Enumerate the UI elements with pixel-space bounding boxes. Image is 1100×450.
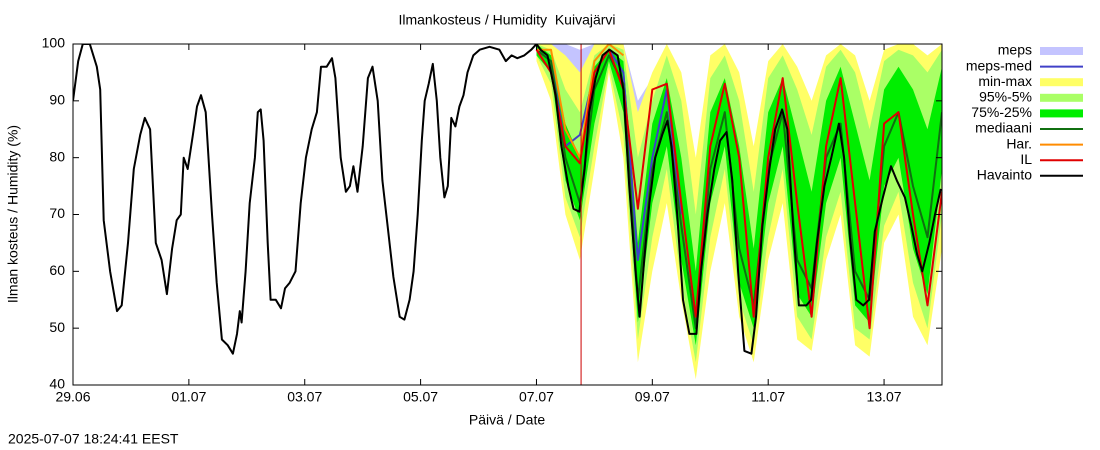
series-line [73,44,942,355]
y-tick-label: 80 [49,148,65,164]
legend-label: meps [998,42,1032,58]
series-line [535,48,942,330]
legend-label: Havainto [977,167,1032,183]
x-tick-label: 11.07 [751,389,785,405]
legend-label: 75%-25% [971,104,1032,120]
x-tick-label: 05.07 [403,389,438,405]
legend-label: meps-med [966,57,1032,73]
y-tick-label: 100 [42,35,66,51]
legend-swatch [1040,93,1083,102]
legend-label: min-max [978,73,1032,89]
legend-swatch [1040,78,1083,87]
y-tick-label: 90 [49,92,65,108]
legend-label: Har. [1006,135,1032,151]
legend-swatch [1040,47,1083,55]
plot-area [73,44,942,385]
y-tick-label: 60 [49,262,65,278]
x-tick-label: 01.07 [171,389,206,405]
y-tick-label: 40 [49,376,65,392]
y-tick-label: 50 [49,319,65,335]
legend-label: IL [1020,151,1032,167]
y-axis-label: Ilman kosteus / Humidity (%) [5,125,21,303]
x-tick-label: 29.06 [55,389,90,405]
timestamp: 2025-07-07 18:24:41 EEST [8,431,179,447]
chart-title: Ilmankosteus / Humidity Kuivajärvi [398,12,615,28]
x-tick-label: 03.07 [287,389,322,405]
x-tick-label: 07.07 [519,389,554,405]
x-tick-label: 09.07 [635,389,670,405]
x-tick-label: 13.07 [867,389,902,405]
x-axis-label: Päivä / Date [469,412,545,428]
band [536,44,942,346]
y-tick-label: 70 [49,205,65,221]
legend-label: 95%-5% [979,89,1032,105]
legend-swatch [1040,109,1083,118]
legend-label: mediaani [975,120,1032,136]
